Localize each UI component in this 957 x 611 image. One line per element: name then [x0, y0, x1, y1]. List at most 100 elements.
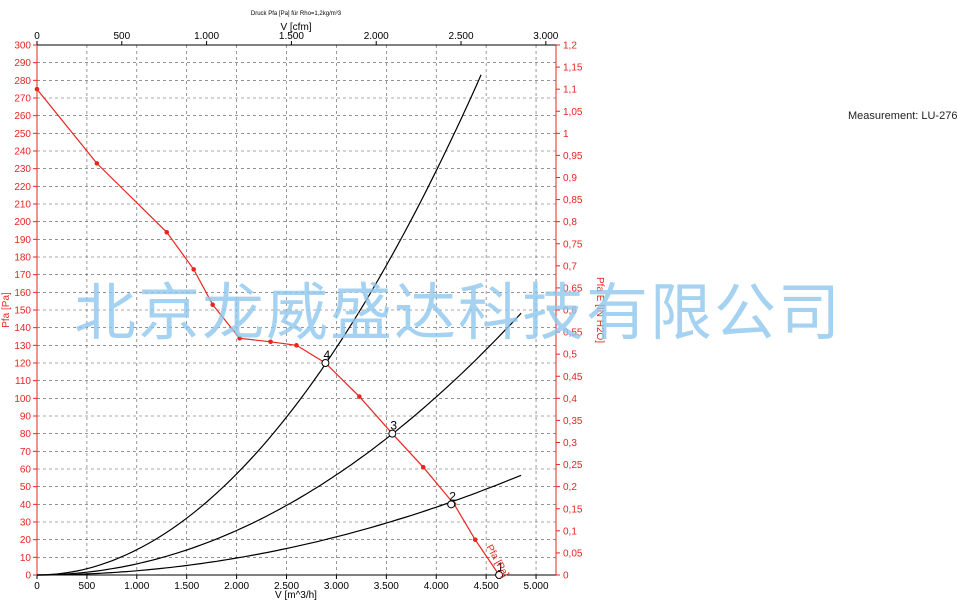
x-tick-label: 4.000	[424, 581, 449, 592]
y2-tick-label: 0,45	[563, 372, 583, 383]
y-tick-label: 200	[14, 217, 31, 228]
x-tick-label: 500	[79, 581, 96, 592]
y-tick-label: 40	[20, 500, 32, 511]
y2-tick-label: 0,3	[563, 438, 577, 449]
y-tick-label: 280	[14, 76, 31, 87]
x-tick-label: 0	[34, 581, 40, 592]
x2-tick-label: 500	[113, 31, 130, 42]
x-tick-label: 1.000	[124, 581, 149, 592]
y-tick-label: 140	[14, 323, 31, 334]
y-tick-label: 260	[14, 111, 31, 122]
y2-tick-label: 0,55	[563, 328, 583, 339]
system-curve-line	[37, 474, 522, 576]
x-axis-label: V [m^3/h]	[275, 590, 317, 601]
x2-tick-label: 2.000	[364, 31, 389, 42]
y-tick-label: 150	[14, 306, 31, 317]
y-tick-label: 120	[14, 359, 31, 370]
x-tick-label: 2.000	[224, 581, 249, 592]
y2-tick-label: 1,15	[563, 63, 583, 74]
data-point	[191, 267, 196, 272]
operating-points: 4 3 2 1	[321, 348, 504, 579]
y-tick-label: 20	[20, 535, 32, 546]
y2-tick-label: 0,85	[563, 195, 583, 206]
data-point	[34, 86, 40, 92]
operating-point-label: 1	[497, 560, 504, 574]
operating-point-label: 4	[323, 348, 330, 362]
y2-tick-label: 0,8	[563, 217, 577, 228]
y-tick-label: 250	[14, 129, 31, 140]
y-tick-label: 190	[14, 235, 31, 246]
company-watermark: 北京龙威盛达科技有限公司	[74, 276, 843, 349]
y2-tick-label: 0,35	[563, 416, 583, 427]
y-tick-label: 290	[14, 58, 31, 69]
x2-tick-label: 0	[34, 31, 40, 42]
y-tick-label: 0	[25, 571, 31, 582]
operating-point-label: 2	[449, 489, 456, 503]
data-point	[420, 464, 426, 470]
y2-tick-label: 0,75	[563, 239, 583, 250]
x-tick-label: 4.500	[474, 581, 499, 592]
data-point	[237, 335, 242, 341]
y2-tick-label: 1	[563, 129, 569, 140]
data-point	[164, 229, 170, 235]
y2-axis-label: Pfa E [IN H2O]	[594, 277, 605, 343]
y-tick-label: 90	[20, 412, 32, 423]
y2-tick-label: 1,05	[563, 107, 583, 118]
y-tick-label: 160	[14, 288, 31, 299]
operating-point-marker	[321, 359, 330, 367]
y2-tick-label: 0,5	[563, 350, 577, 361]
y-tick-label: 110	[15, 376, 31, 387]
x-tick-label: 1.500	[174, 581, 199, 592]
measurement-label: Measurement: LU-27623	[848, 110, 957, 122]
operating-point-marker	[388, 429, 397, 438]
data-point	[94, 161, 100, 166]
y2-tick-label: 1,1	[563, 85, 577, 96]
data-point	[294, 343, 299, 348]
y-axis-label: Pfa [Pa]	[1, 292, 12, 328]
x-tick-label: 5.000	[524, 581, 549, 592]
y-tick-label: 210	[14, 200, 31, 211]
y-tick-label: 180	[14, 253, 31, 264]
x2-tick-label: 3.000	[533, 31, 558, 42]
y2-tick-label: 0,6	[563, 306, 577, 317]
y2-tick-label: 0,25	[563, 460, 583, 471]
operating-point-marker	[495, 571, 504, 579]
y-tick-label: 10	[20, 553, 32, 564]
x2-tick-label: 1.000	[194, 31, 219, 42]
y2-tick-label: 0,2	[563, 482, 577, 493]
operating-point-label: 3	[390, 419, 397, 433]
y2-tick-label: 1,2	[563, 41, 577, 52]
y-tick-label: 300	[14, 41, 31, 52]
y-tick-label: 100	[14, 394, 31, 405]
y-tick-label: 30	[20, 518, 32, 529]
operating-point-marker	[447, 500, 456, 509]
data-point	[357, 394, 362, 399]
y-tick-label: 270	[14, 94, 31, 105]
y2-tick-label: 0,65	[563, 283, 583, 294]
data-point	[268, 339, 273, 345]
y-tick-label: 50	[20, 482, 32, 493]
y-tick-label: 170	[14, 270, 31, 281]
x2-axis-label: V [cfm]	[280, 22, 311, 33]
y2-tick-label: 0,95	[563, 151, 583, 162]
system-curve-line	[36, 74, 482, 576]
y-tick-label: 130	[14, 341, 31, 352]
y2-tick-label: 0,9	[563, 173, 577, 184]
y2-tick-label: 0,7	[563, 261, 577, 272]
x-tick-label: 3.000	[324, 581, 349, 592]
y-tick-label: 70	[20, 447, 32, 458]
y-tick-label: 230	[14, 164, 31, 175]
y2-tick-label: 0,4	[563, 394, 577, 405]
y-tick-label: 240	[14, 147, 31, 158]
x2-axis-ticks: 0 500 1.000 1.500 2.000 2.500 3.000	[34, 31, 559, 45]
y2-tick-label: 0,15	[563, 504, 583, 515]
x-tick-label: 2.500	[274, 581, 299, 592]
y-tick-label: 80	[20, 429, 32, 440]
y2-tick-label: 0	[563, 571, 569, 582]
data-point	[210, 302, 215, 308]
x-tick-label: 3.500	[374, 581, 399, 592]
x-axis-ticks: 0 500 1.000 1.500 2.000 2.500 3.000 3.500 4.000 4…	[34, 575, 549, 592]
data-point	[472, 537, 478, 542]
grid	[37, 45, 556, 575]
